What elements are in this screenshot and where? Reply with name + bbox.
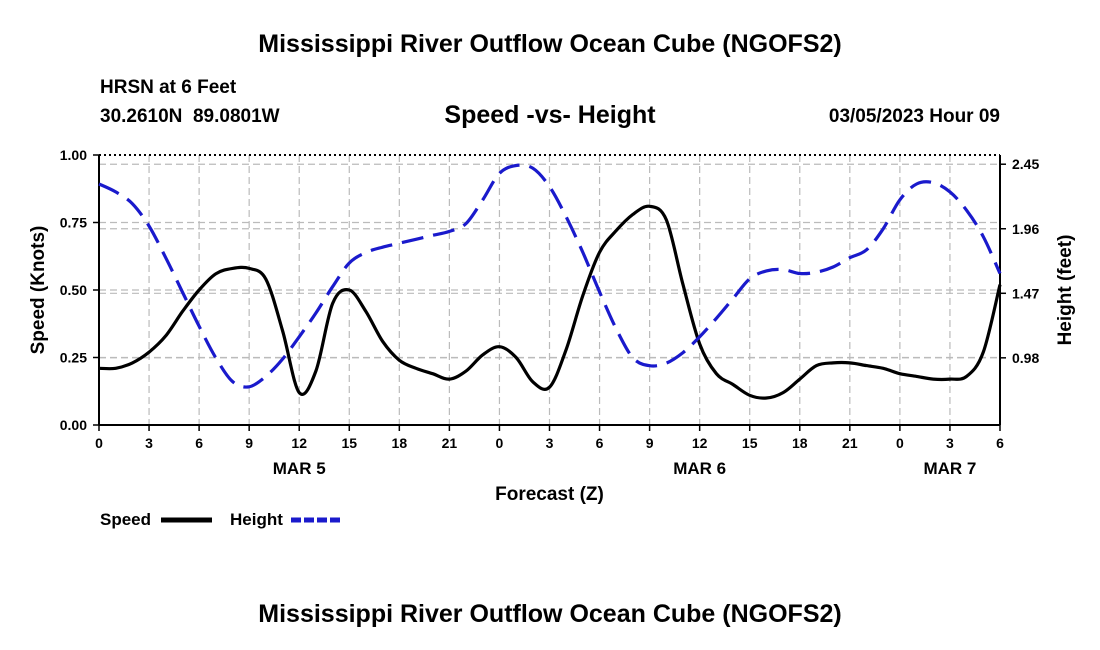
x-tick-label: 9 [646,435,654,451]
chart-title: Mississippi River Outflow Ocean Cube (NG… [258,30,842,58]
footer-title: Mississippi River Outflow Ocean Cube (NG… [258,600,842,628]
legend-label-speed: Speed [100,510,151,529]
y-left-tick-label: 0.75 [60,215,87,231]
y-right-tick-label: 2.45 [1012,156,1039,172]
x-tick-label: 15 [742,435,758,451]
x-tick-label: 9 [245,435,253,451]
day-label: MAR 6 [673,459,726,478]
x-tick-label: 3 [145,435,153,451]
y-right-tick-label: 1.96 [1012,221,1039,237]
x-tick-label: 0 [95,435,103,451]
x-tick-label: 3 [946,435,954,451]
x-tick-label: 6 [996,435,1004,451]
legend-label-height: Height [230,510,283,529]
y-left-axis-title: Speed (Knots) [28,226,49,355]
series-line-speed [98,204,1002,400]
station-coords: 30.2610N 89.0801W [100,106,280,127]
station-name: HRSN at 6 Feet [100,77,237,98]
day-label: MAR 5 [273,459,326,478]
x-tick-label: 0 [496,435,504,451]
y-left-tick-label: 0.50 [60,282,87,298]
y-left-tick-label: 1.00 [60,147,87,163]
x-tick-label: 18 [792,435,808,451]
x-tick-label: 12 [692,435,708,451]
x-axis-title: Forecast (Z) [495,484,604,505]
y-right-tick-label: 1.47 [1012,285,1039,301]
y-left-tick-label: 0.00 [60,417,87,433]
y-right-tick-label: 0.98 [1012,350,1039,366]
day-label: MAR 7 [923,459,976,478]
y-left-tick-label: 0.25 [60,350,87,366]
series-line-height [98,163,1002,389]
x-tick-label: 21 [442,435,458,451]
x-tick-label: 6 [195,435,203,451]
x-tick-label: 12 [291,435,307,451]
x-tick-label: 15 [341,435,357,451]
chart-subtitle: Speed -vs- Height [444,101,656,129]
x-tick-label: 6 [596,435,604,451]
x-tick-label: 21 [842,435,858,451]
x-tick-label: 18 [392,435,408,451]
forecast-timestamp: 03/05/2023 Hour 09 [828,106,1000,127]
x-tick-label: 3 [546,435,554,451]
x-tick-label: 0 [896,435,904,451]
speed-height-chart: 0 3 6 9 12 15 18 21 0 3 6 9 12 15 18 21 0 3 6 0.00 0.25 0.50 0… [28,147,1076,529]
y-right-axis-title: Height (feet) [1055,235,1076,346]
